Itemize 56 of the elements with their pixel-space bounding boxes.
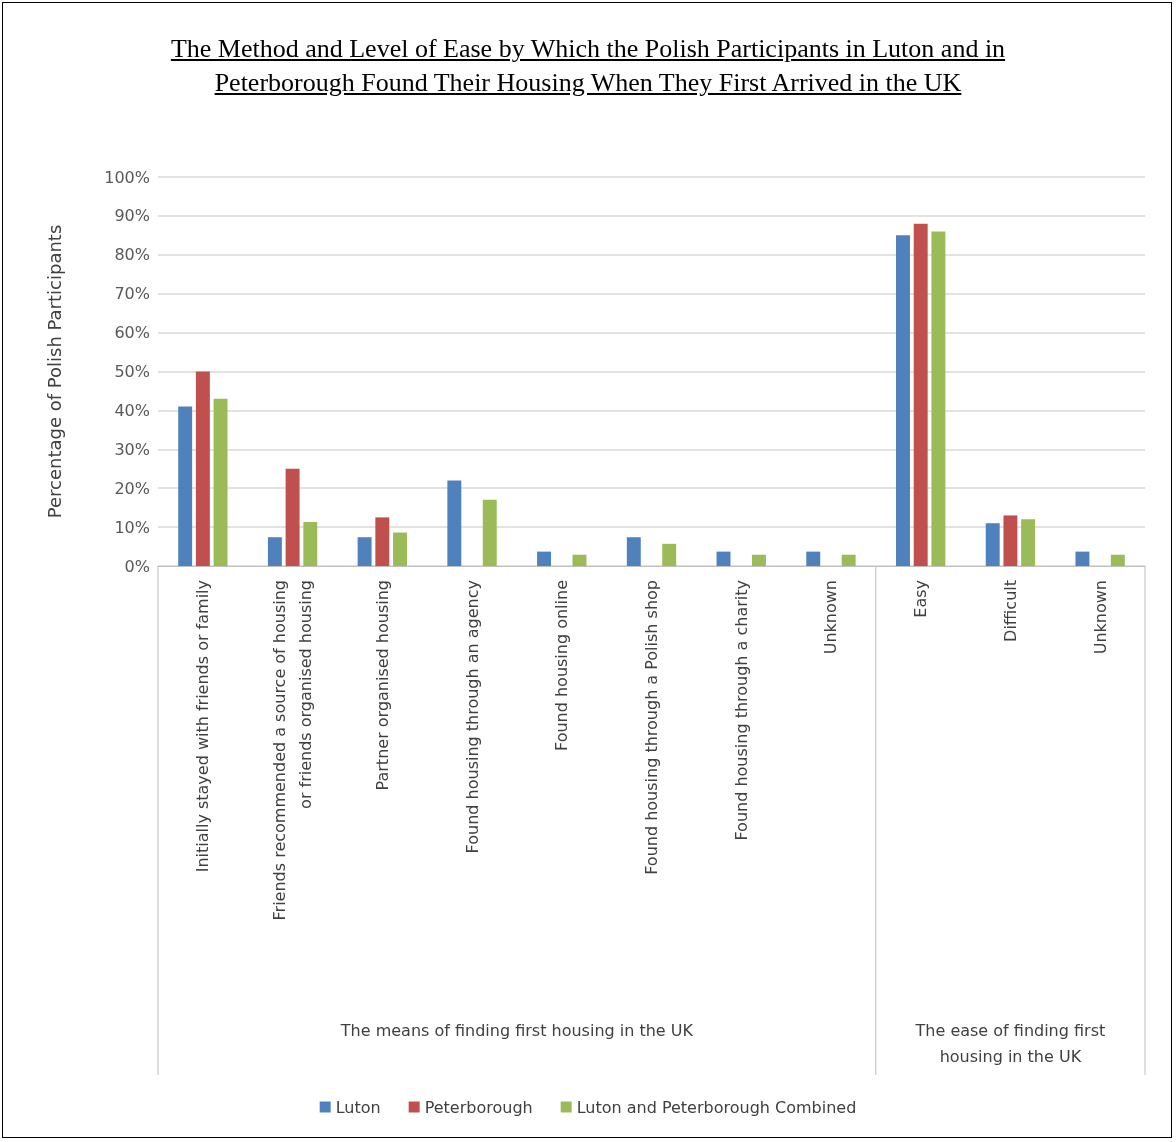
x-tick-label: Initially stayed with friends or family xyxy=(193,580,213,873)
bar xyxy=(537,551,552,566)
x-tick-label: Found housing through a Polish shop xyxy=(642,580,661,875)
bar xyxy=(285,468,300,566)
y-tick-label: 20% xyxy=(114,478,150,498)
y-tick-label: 90% xyxy=(114,206,150,226)
bar xyxy=(662,543,677,566)
x-tick-label: Found housing through a charity xyxy=(731,580,751,841)
bar xyxy=(716,551,731,566)
x-tick-label: Partner organised housing xyxy=(372,580,392,791)
bar xyxy=(267,537,282,566)
legend-label: Peterborough xyxy=(424,1097,533,1117)
bar xyxy=(447,480,462,566)
bar xyxy=(1021,519,1036,566)
bar xyxy=(913,223,928,566)
bar xyxy=(1110,554,1125,566)
y-tick-label: 0% xyxy=(124,556,150,576)
legend-label: Luton xyxy=(335,1097,381,1117)
bar xyxy=(178,406,193,566)
x-tick-label: Found housing online xyxy=(552,580,572,751)
bar xyxy=(393,532,407,566)
x-tick-label: Unknown xyxy=(1090,580,1110,655)
y-tick-label: 60% xyxy=(114,323,150,343)
x-tick-label: Unknown xyxy=(821,580,841,655)
text: The ease of finding first housing in the UK xyxy=(914,1020,1107,1068)
bar xyxy=(931,231,946,566)
bar xyxy=(626,537,641,566)
y-tick-label: 50% xyxy=(114,362,150,381)
text: The means of finding first housing in the UK xyxy=(339,1020,694,1042)
bar xyxy=(1075,551,1090,566)
y-tick-label: 80% xyxy=(114,245,150,265)
bar xyxy=(375,517,390,566)
bar xyxy=(896,235,910,566)
y-tick-label: 40% xyxy=(114,400,150,420)
bar xyxy=(806,551,821,566)
bar xyxy=(195,371,210,566)
x-tick-label: Friends recommended a source of housing or friends organised housing xyxy=(270,580,316,921)
bar xyxy=(213,398,228,566)
bar xyxy=(985,523,1000,566)
bar xyxy=(303,522,318,566)
y-tick-label: 70% xyxy=(114,284,150,304)
y-tick-label: 100% xyxy=(104,167,150,187)
chart-title: The Method and Level of Ease by Which the Polish Participants in Luton and in Peterborough Found Their Housing When They First Arrived in the UK xyxy=(169,33,1007,99)
x-tick-label: Found housing through an agency xyxy=(462,580,482,854)
bar xyxy=(751,554,766,566)
legend-label: Luton and Peterborough Combined xyxy=(576,1097,857,1117)
bar xyxy=(1003,515,1018,566)
x-tick-label: Difficult xyxy=(1000,580,1020,642)
bar xyxy=(841,554,856,566)
y-tick-label: 30% xyxy=(114,439,150,459)
x-tick-label: Easy xyxy=(911,580,931,618)
bar xyxy=(482,499,497,566)
bar xyxy=(572,554,587,566)
y-tick-label: 10% xyxy=(114,517,150,537)
y-axis-title: Percentage of Polish Participants xyxy=(43,224,65,519)
bar xyxy=(357,537,372,566)
